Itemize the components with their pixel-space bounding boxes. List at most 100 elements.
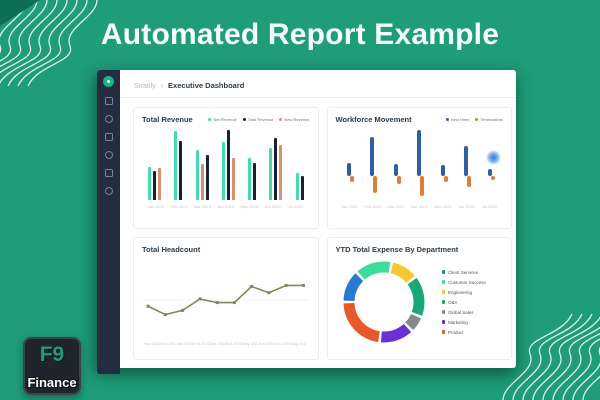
panel-total-headcount: Total Headcount Nov 2022 Dec 2022 Jan 2023… xyxy=(133,237,319,360)
data-point-marker xyxy=(267,291,271,295)
new-hires-bar xyxy=(440,164,445,176)
legend-label: Customer Success xyxy=(448,279,486,285)
bar xyxy=(174,130,178,200)
panel-workforce-movement: Workforce Movement New Hires Terminations… xyxy=(326,107,512,229)
workforce-group xyxy=(461,128,474,200)
sidebar-nav xyxy=(104,97,113,195)
bar-group xyxy=(174,130,183,200)
legend-item: Marketing xyxy=(441,319,486,325)
donut-segment xyxy=(380,323,411,343)
settings-icon[interactable] xyxy=(104,187,113,195)
bar xyxy=(231,158,235,200)
legend-label: G&A xyxy=(448,299,458,305)
new-hires-bar xyxy=(417,129,422,176)
legend-label: Global Sales xyxy=(448,309,474,315)
x-axis-label: Jun 2023 xyxy=(258,341,275,346)
bar xyxy=(205,155,209,200)
sidebar xyxy=(97,70,120,374)
x-axis-label: Mar 2023 xyxy=(193,204,211,209)
bar-group xyxy=(295,172,304,200)
bar-group xyxy=(148,166,161,200)
x-axis-label: Nov 2022 xyxy=(144,341,161,346)
positive-region xyxy=(414,128,424,176)
revenue-bar-chart xyxy=(142,128,310,200)
terminations-bar xyxy=(396,176,401,184)
revenue-legend: Net Revenue Total Revenue New Revenue xyxy=(208,117,310,122)
negative-region xyxy=(464,176,474,200)
chart-icon[interactable] xyxy=(104,169,113,177)
cursor-glow-dot xyxy=(486,150,501,165)
legend-dot xyxy=(441,300,445,304)
positive-region xyxy=(391,128,401,176)
headcount-line xyxy=(147,284,304,316)
negative-region xyxy=(347,176,357,200)
terminations-bar xyxy=(490,176,495,180)
negative-region xyxy=(370,176,380,200)
legend-dot xyxy=(279,118,283,121)
new-hires-bar xyxy=(393,164,398,176)
x-axis-label: Apr 2023 xyxy=(217,204,234,209)
new-hires-bar xyxy=(464,146,469,176)
dashboard-window: Stratify › Executive Dashboard Total Rev… xyxy=(97,70,516,374)
positive-region xyxy=(485,128,495,176)
legend-label: Terminations xyxy=(480,117,503,122)
data-point-marker xyxy=(181,308,185,312)
dashboard-icon[interactable] xyxy=(104,97,113,105)
legend-dot xyxy=(242,118,246,121)
legend-item: Net Revenue xyxy=(208,117,237,122)
finance-logo-text: Finance xyxy=(27,375,77,390)
panel-title-total-revenue: Total Revenue xyxy=(142,115,193,124)
panel-title-ytd-expense: YTD Total Expense By Department xyxy=(335,245,459,254)
bar xyxy=(158,168,161,200)
workforce-group xyxy=(438,128,448,200)
bar xyxy=(274,138,278,200)
legend-dot xyxy=(208,118,212,121)
expense-legend: Client Services Customer Success Engineeri… xyxy=(441,270,486,335)
stratify-logo-icon[interactable] xyxy=(103,76,114,87)
legend-label: New Hires xyxy=(450,117,470,122)
x-axis-label: Jul 2023 xyxy=(288,204,304,209)
x-axis-label: Feb 2023 xyxy=(193,341,210,346)
workforce-group xyxy=(485,128,495,200)
legend-dot xyxy=(441,320,445,324)
data-point-marker xyxy=(232,301,236,305)
legend-label: Marketing xyxy=(448,319,468,325)
data-point-marker xyxy=(301,283,305,287)
x-axis-label: Jun 2023 xyxy=(264,204,281,209)
breadcrumb-product[interactable]: Stratify xyxy=(134,83,156,90)
bar-group xyxy=(195,149,209,200)
x-axis-label: Jun 2023 xyxy=(457,204,475,209)
new-hires-bar xyxy=(370,137,375,176)
x-axis-label: May 2023 xyxy=(240,204,258,209)
workforce-group xyxy=(344,128,354,200)
bar-group xyxy=(248,158,256,200)
new-hires-bar xyxy=(487,168,492,176)
positive-region xyxy=(461,128,471,176)
legend-dot xyxy=(441,290,445,294)
data-point-marker xyxy=(284,283,288,287)
clock-icon[interactable] xyxy=(104,133,113,141)
headcount-x-axis: Nov 2022 Dec 2022 Jan 2023 Feb 2023 Mar 2023… xyxy=(142,341,310,346)
legend-dot xyxy=(445,118,449,121)
grid-icon[interactable] xyxy=(104,151,113,159)
x-axis-label: Jan 2023 xyxy=(340,204,358,209)
legend-dot xyxy=(441,330,445,334)
legend-dot xyxy=(441,310,445,314)
positive-region xyxy=(438,128,448,176)
legend-label: Engineering xyxy=(448,289,473,295)
legend-item: G&A xyxy=(441,299,486,305)
chevron-right-icon: › xyxy=(160,83,164,90)
bar xyxy=(248,158,251,200)
x-axis-label: Feb 2023 xyxy=(364,204,381,209)
terminations-bar xyxy=(467,176,472,188)
x-axis-label: Jul 2023 xyxy=(275,341,291,346)
data-point-marker xyxy=(163,313,167,317)
bar xyxy=(295,172,299,200)
data-point-marker xyxy=(250,284,254,288)
terminations-bar xyxy=(443,176,448,182)
workforce-x-axis: Jan 2023 Feb 2023 Mar 2023 Apr 2023 May 2023… xyxy=(336,204,504,209)
dashboard-main: Stratify › Executive Dashboard Total Rev… xyxy=(120,70,516,368)
documents-icon[interactable] xyxy=(104,115,113,123)
bar xyxy=(179,140,183,200)
x-axis-label: Mar 2023 xyxy=(387,204,405,209)
